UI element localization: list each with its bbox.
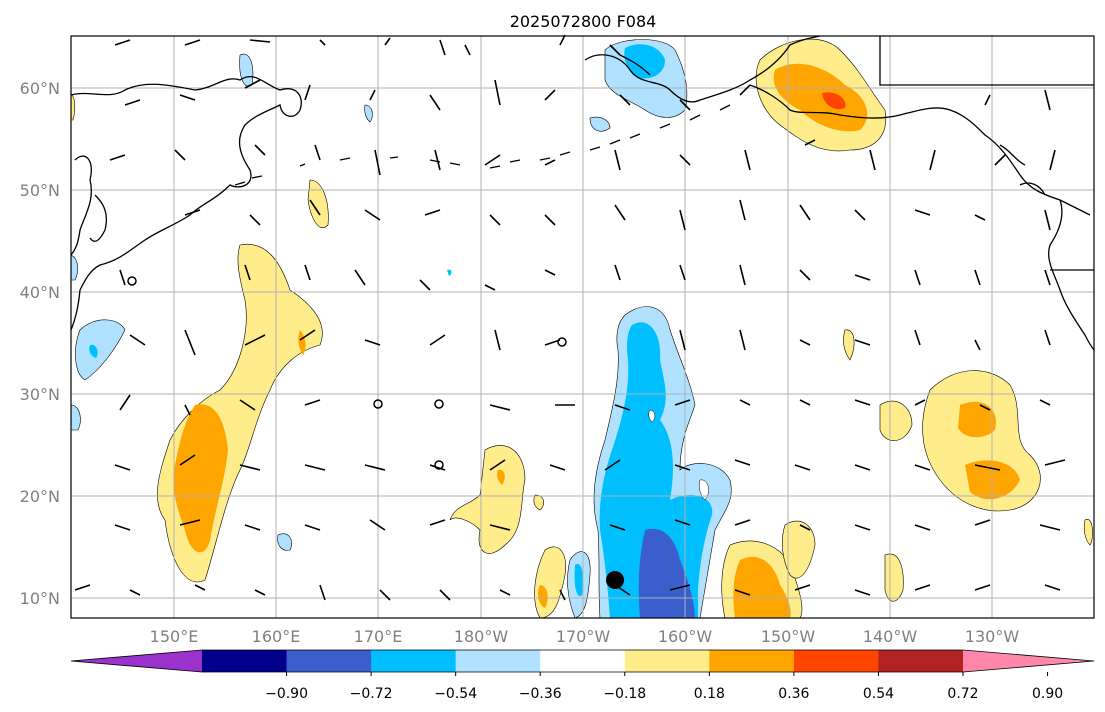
colorbar-segment	[709, 650, 795, 672]
colorbar-tick-label: −0.90	[265, 686, 308, 702]
figure-title: 2025072800 F084	[510, 12, 657, 31]
coastlines	[70, 35, 1095, 351]
lon-label: 150°W	[761, 627, 816, 646]
calm-wind-markers	[127, 276, 567, 470]
colorbar-segment	[286, 650, 372, 672]
colorbar-segment	[624, 650, 710, 672]
negative-anomaly-fill	[70, 39, 732, 619]
lat-label: 10°N	[20, 589, 60, 608]
lon-label: 140°W	[863, 627, 918, 646]
lon-label: 180°W	[454, 627, 509, 646]
colorbar-tick-label: 0.72	[947, 686, 978, 702]
colorbar-tick-label: −0.54	[434, 686, 477, 702]
colorbar-segment	[793, 650, 879, 672]
lat-label: 50°N	[20, 181, 60, 200]
longitude-labels: 150°E 160°E 170°E 180°W 170°W 160°W 150°…	[150, 627, 1020, 646]
colorbar-segment	[371, 650, 457, 672]
colorbar-segment	[202, 650, 288, 672]
lat-label: 30°N	[20, 385, 60, 404]
positive-anomaly-fill	[70, 38, 1093, 619]
map-panel	[70, 34, 1095, 619]
storm-center-dot	[606, 571, 624, 589]
colorbar-tick-label: 0.54	[863, 686, 894, 702]
lon-label: 160°W	[658, 627, 713, 646]
latitude-labels: 60°N 50°N 40°N 30°N 20°N 10°N	[20, 79, 60, 608]
colorbar-segment	[878, 650, 964, 672]
colorbar-tick-label: −0.72	[350, 686, 393, 702]
lon-label: 150°E	[150, 627, 199, 646]
colorbar-tick-label: 0.18	[694, 686, 725, 702]
colorbar-tick-label: 0.36	[778, 686, 809, 702]
lon-label: 170°E	[354, 627, 403, 646]
colorbar: −0.90 −0.72 −0.54 −0.36 −0.18 0.18 0.36 0.54 0.7…	[70, 649, 1095, 702]
wind-barbs	[74, 34, 1066, 601]
lat-label: 60°N	[20, 79, 60, 98]
colorbar-tick-label: 0.90	[1032, 686, 1063, 702]
colorbar-extend-low	[71, 650, 202, 672]
lon-label: 130°W	[965, 627, 1020, 646]
colorbar-segment	[455, 650, 541, 672]
colorbar-tick-label: −0.36	[519, 686, 562, 702]
lon-label: 170°W	[556, 627, 611, 646]
colorbar-segment	[540, 650, 626, 672]
colorbar-tick-label: −0.18	[603, 686, 646, 702]
graticule	[71, 36, 1094, 618]
lat-label: 20°N	[20, 487, 60, 506]
colorbar-extend-high	[963, 650, 1094, 672]
lat-label: 40°N	[20, 283, 60, 302]
lon-label: 160°E	[252, 627, 301, 646]
